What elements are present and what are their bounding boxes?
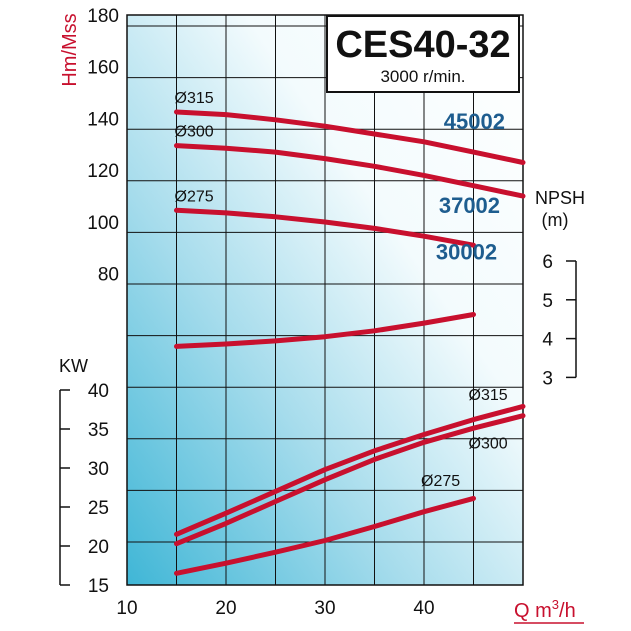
chart-title: CES40-32 (335, 24, 510, 66)
power-tick-label-1: 20 (88, 537, 109, 558)
head-curve-37002 (174, 143, 526, 199)
head-tick-label-4: 160 (87, 58, 119, 79)
head-curve-45002 (174, 109, 526, 165)
model-label-37002: 37002 (439, 193, 500, 218)
x-tick-label-2: 30 (314, 598, 335, 619)
head-tick-label-5: 180 (87, 6, 119, 27)
head-diameter-label-2: Ø275 (175, 188, 214, 205)
head-tick-label-2: 120 (87, 161, 119, 182)
power-diameter-label-0: Ø315 (469, 387, 508, 404)
npsh-tick-label-1: 4 (542, 330, 553, 351)
power-curve-2 (174, 495, 476, 576)
x-tick-label-0: 10 (116, 598, 137, 619)
head-axis-label: Hm/Mss (59, 13, 81, 86)
power-curve-0 (174, 403, 526, 537)
power-tick-label-0: 15 (88, 576, 109, 597)
head-diameter-label-0: Ø315 (175, 90, 214, 107)
power-tick-label-3: 30 (88, 459, 109, 480)
model-label-30002: 30002 (436, 239, 497, 264)
power-tick-label-4: 35 (88, 420, 109, 441)
power-tick-label-5: 40 (88, 381, 109, 402)
head-tick-label-0: 80 (98, 265, 119, 286)
title-box-frame (326, 15, 520, 93)
npsh-axis-label: NPSH (m) (535, 188, 585, 230)
x-axis-label-main: Q m (514, 600, 552, 622)
head-tick-label-1: 100 (87, 213, 119, 234)
title-box: CES40-32 3000 r/min. (326, 15, 520, 93)
plot-frame (126, 14, 524, 586)
power-curve-1 (174, 413, 526, 547)
x-axis-label-sup: 3 (552, 597, 559, 612)
model-label-45002: 45002 (444, 109, 505, 134)
x-tick-label-3: 40 (413, 598, 434, 619)
npsh-label-line1: NPSH (535, 188, 585, 208)
power-diameter-label-1: Ø300 (469, 436, 508, 453)
npsh-tick-label-3: 6 (542, 252, 553, 273)
chart-subtitle: 3000 r/min. (380, 67, 465, 86)
power-tick-label-2: 25 (88, 498, 109, 519)
npsh-tick-label-2: 5 (542, 291, 553, 312)
labels: Ø315 Ø300 Ø275 45002 37002 30002 Ø315 Ø300 Ø275 (175, 90, 508, 490)
power-axis-label: KW (59, 356, 88, 376)
head-curve-30002 (174, 207, 476, 248)
power-diameter-label-2: Ø275 (421, 473, 460, 490)
npsh-tick-label-0: 3 (542, 368, 553, 389)
npsh-curve-0 (174, 312, 476, 349)
npsh-label-line2: (m) (542, 210, 569, 230)
x-tick-label-1: 20 (215, 598, 236, 619)
head-diameter-label-1: Ø300 (175, 124, 214, 141)
curves (174, 109, 526, 576)
x-axis-label-end: /h (559, 600, 576, 622)
head-tick-label-3: 140 (87, 109, 119, 130)
x-axis-label: Q m3/h (514, 597, 576, 622)
